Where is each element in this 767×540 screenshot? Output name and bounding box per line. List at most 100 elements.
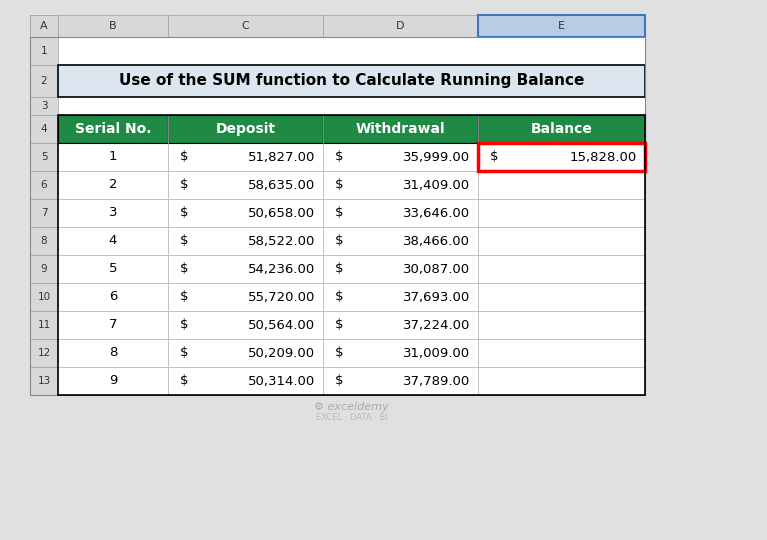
Text: $: $ (490, 151, 499, 164)
Text: ⚙ exceldemy: ⚙ exceldemy (314, 402, 389, 412)
Bar (323, 339, 478, 367)
Text: 2: 2 (41, 76, 48, 86)
Bar (30, 37, 58, 65)
Text: $: $ (180, 234, 189, 247)
Bar (30, 15, 58, 37)
Bar (30, 97, 58, 115)
Bar (478, 171, 645, 199)
Bar (323, 15, 478, 37)
Text: $: $ (335, 234, 344, 247)
Bar (58, 283, 168, 311)
Bar (30, 15, 58, 37)
Bar (478, 339, 645, 367)
Bar (58, 255, 168, 283)
Bar (58, 367, 168, 395)
Bar (30, 171, 58, 199)
Text: Balance: Balance (531, 122, 592, 136)
Text: $: $ (335, 262, 344, 275)
Text: 50,209.00: 50,209.00 (248, 347, 315, 360)
Text: 51,827.00: 51,827.00 (248, 151, 315, 164)
Text: Deposit: Deposit (216, 122, 275, 136)
Bar (323, 227, 478, 255)
Text: $: $ (180, 319, 189, 332)
Bar (168, 15, 323, 37)
Text: 6: 6 (41, 180, 48, 190)
Bar (323, 199, 478, 227)
Bar (323, 255, 478, 283)
Text: 37,224.00: 37,224.00 (403, 319, 470, 332)
Text: $: $ (335, 179, 344, 192)
Bar (168, 143, 323, 171)
Bar (30, 311, 58, 339)
Text: $: $ (180, 151, 189, 164)
Bar (478, 115, 645, 143)
Bar (30, 367, 58, 395)
Bar (478, 199, 645, 227)
Text: 31,009.00: 31,009.00 (403, 347, 470, 360)
Text: 9: 9 (41, 264, 48, 274)
Bar (168, 339, 323, 367)
Bar (30, 115, 58, 143)
Bar (58, 115, 168, 143)
Text: 12: 12 (38, 348, 51, 358)
Bar (478, 311, 645, 339)
Bar (58, 227, 168, 255)
Bar (30, 283, 58, 311)
Text: 38,466.00: 38,466.00 (403, 234, 470, 247)
Bar (58, 143, 168, 171)
Bar (30, 255, 58, 283)
Text: $: $ (335, 206, 344, 219)
Text: 3: 3 (109, 206, 117, 219)
Text: $: $ (335, 291, 344, 303)
Text: 4: 4 (41, 124, 48, 134)
Text: 35,999.00: 35,999.00 (403, 151, 470, 164)
Bar (30, 37, 645, 395)
Text: EXCEL · DATA · BI: EXCEL · DATA · BI (315, 413, 387, 422)
Bar (168, 255, 323, 283)
Text: $: $ (180, 375, 189, 388)
Text: $: $ (335, 319, 344, 332)
Bar (323, 115, 478, 143)
Text: 8: 8 (41, 236, 48, 246)
Bar (30, 65, 58, 97)
Text: 37,693.00: 37,693.00 (403, 291, 470, 303)
Bar (168, 199, 323, 227)
Bar (478, 255, 645, 283)
Text: $: $ (180, 179, 189, 192)
Bar (168, 283, 323, 311)
Bar (168, 311, 323, 339)
Text: 10: 10 (38, 292, 51, 302)
Bar (323, 367, 478, 395)
Text: $: $ (335, 375, 344, 388)
Bar (478, 143, 645, 171)
Bar (323, 143, 478, 171)
Text: $: $ (180, 262, 189, 275)
Bar (478, 283, 645, 311)
Bar (58, 171, 168, 199)
Bar (58, 65, 645, 97)
Bar (58, 311, 168, 339)
Bar (168, 171, 323, 199)
Text: 5: 5 (41, 152, 48, 162)
Text: 13: 13 (38, 376, 51, 386)
Text: 58,522.00: 58,522.00 (248, 234, 315, 247)
Text: 15,828.00: 15,828.00 (570, 151, 637, 164)
Text: $: $ (335, 347, 344, 360)
Bar (58, 37, 645, 395)
Text: 1: 1 (41, 46, 48, 56)
Text: $: $ (180, 291, 189, 303)
Bar (58, 15, 168, 37)
Bar (323, 311, 478, 339)
Text: A: A (40, 21, 48, 31)
Text: 8: 8 (109, 347, 117, 360)
Bar (168, 115, 323, 143)
Text: 50,314.00: 50,314.00 (248, 375, 315, 388)
Text: 7: 7 (41, 208, 48, 218)
Bar (58, 115, 645, 395)
Text: 4: 4 (109, 234, 117, 247)
Bar (30, 143, 58, 171)
Bar (30, 339, 58, 367)
Text: D: D (397, 21, 405, 31)
Bar (30, 199, 58, 227)
Text: 11: 11 (38, 320, 51, 330)
